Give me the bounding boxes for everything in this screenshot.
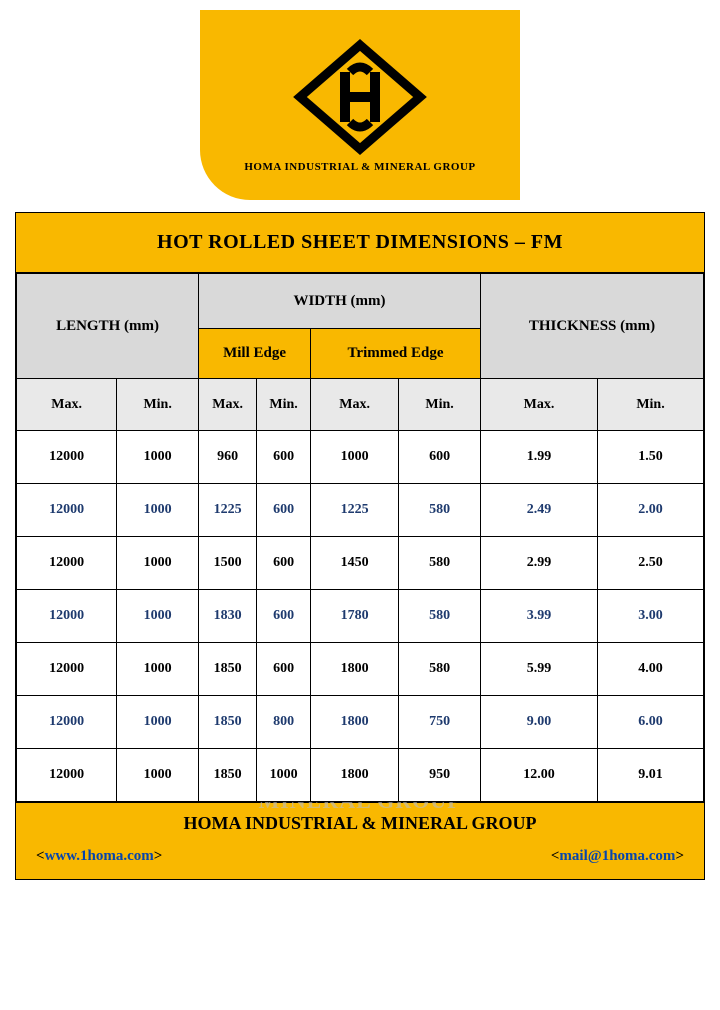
cell-mill_min: 600 <box>257 537 311 590</box>
main-container: HOT ROLLED SHEET DIMENSIONS – FM HOMA IN… <box>15 212 705 880</box>
table-row: 120001000185060018005805.994.00 <box>17 643 704 696</box>
cell-len_min: 1000 <box>117 749 199 802</box>
cell-trim_max: 1450 <box>311 537 399 590</box>
cell-len_max: 12000 <box>17 696 117 749</box>
cell-trim_min: 600 <box>399 431 481 484</box>
cell-len_min: 1000 <box>117 537 199 590</box>
cell-len_min: 1000 <box>117 696 199 749</box>
cell-len_min: 1000 <box>117 484 199 537</box>
cell-mill_max: 1225 <box>199 484 257 537</box>
cell-trim_min: 580 <box>399 590 481 643</box>
header-width: WIDTH (mm) <box>199 274 481 329</box>
company-logo-icon <box>290 37 430 157</box>
cell-trim_max: 1225 <box>311 484 399 537</box>
cell-mill_max: 960 <box>199 431 257 484</box>
cell-mill_min: 600 <box>257 590 311 643</box>
footer-email[interactable]: <mail@1homa.com> <box>551 848 684 865</box>
cell-th_min: 9.01 <box>598 749 704 802</box>
cell-th_max: 3.99 <box>480 590 597 643</box>
header-min: Min. <box>117 379 199 431</box>
table-row: 12000100018501000180095012.009.01 <box>17 749 704 802</box>
cell-len_max: 12000 <box>17 643 117 696</box>
header-max: Max. <box>480 379 597 431</box>
table-row: 120001000183060017805803.993.00 <box>17 590 704 643</box>
cell-trim_min: 750 <box>399 696 481 749</box>
table-title: HOT ROLLED SHEET DIMENSIONS – FM <box>16 213 704 273</box>
cell-mill_min: 800 <box>257 696 311 749</box>
cell-len_min: 1000 <box>117 643 199 696</box>
cell-trim_max: 1780 <box>311 590 399 643</box>
cell-trim_max: 1800 <box>311 696 399 749</box>
cell-mill_max: 1500 <box>199 537 257 590</box>
cell-th_max: 2.49 <box>480 484 597 537</box>
header-min: Min. <box>399 379 481 431</box>
cell-trim_max: 1800 <box>311 643 399 696</box>
table-row: 12000100096060010006001.991.50 <box>17 431 704 484</box>
cell-th_max: 12.00 <box>480 749 597 802</box>
cell-th_min: 1.50 <box>598 431 704 484</box>
header-thickness: THICKNESS (mm) <box>480 274 703 379</box>
header-max: Max. <box>199 379 257 431</box>
cell-len_max: 12000 <box>17 431 117 484</box>
table-body: 12000100096060010006001.991.501200010001… <box>17 431 704 802</box>
header-min: Min. <box>257 379 311 431</box>
header-mill-edge: Mill Edge <box>199 329 311 379</box>
cell-mill_max: 1850 <box>199 696 257 749</box>
header-max: Max. <box>311 379 399 431</box>
cell-th_min: 2.50 <box>598 537 704 590</box>
cell-th_min: 2.00 <box>598 484 704 537</box>
cell-th_max: 9.00 <box>480 696 597 749</box>
cell-th_max: 2.99 <box>480 537 597 590</box>
header-trimmed-edge: Trimmed Edge <box>311 329 481 379</box>
cell-mill_min: 600 <box>257 643 311 696</box>
cell-trim_min: 580 <box>399 643 481 696</box>
header-length: LENGTH (mm) <box>17 274 199 379</box>
cell-len_max: 12000 <box>17 749 117 802</box>
cell-len_max: 12000 <box>17 590 117 643</box>
header-max: Max. <box>17 379 117 431</box>
footer-website[interactable]: <www.1homa.com> <box>36 848 162 865</box>
table-row: 120001000122560012255802.492.00 <box>17 484 704 537</box>
cell-th_min: 4.00 <box>598 643 704 696</box>
dimensions-table: LENGTH (mm) WIDTH (mm) THICKNESS (mm) Mi… <box>16 273 704 802</box>
footer: HOMA INDUSTRIAL & MINERAL GROUP <www.1ho… <box>16 802 704 879</box>
logo-block: HOMA INDUSTRIAL & MINERAL GROUP <box>200 10 520 200</box>
cell-mill_min: 1000 <box>257 749 311 802</box>
cell-trim_max: 1800 <box>311 749 399 802</box>
cell-mill_max: 1850 <box>199 643 257 696</box>
table-row: 120001000185080018007509.006.00 <box>17 696 704 749</box>
cell-th_max: 1.99 <box>480 431 597 484</box>
cell-len_min: 1000 <box>117 431 199 484</box>
cell-th_min: 3.00 <box>598 590 704 643</box>
cell-mill_max: 1850 <box>199 749 257 802</box>
table-row: 120001000150060014505802.992.50 <box>17 537 704 590</box>
footer-company: HOMA INDUSTRIAL & MINERAL GROUP <box>36 813 684 834</box>
cell-len_min: 1000 <box>117 590 199 643</box>
cell-trim_min: 580 <box>399 484 481 537</box>
header-min: Min. <box>598 379 704 431</box>
cell-mill_min: 600 <box>257 431 311 484</box>
cell-trim_min: 950 <box>399 749 481 802</box>
cell-th_min: 6.00 <box>598 696 704 749</box>
cell-trim_min: 580 <box>399 537 481 590</box>
cell-mill_min: 600 <box>257 484 311 537</box>
cell-th_max: 5.99 <box>480 643 597 696</box>
cell-len_max: 12000 <box>17 484 117 537</box>
logo-caption: HOMA INDUSTRIAL & MINERAL GROUP <box>244 161 475 173</box>
cell-trim_max: 1000 <box>311 431 399 484</box>
cell-len_max: 12000 <box>17 537 117 590</box>
cell-mill_max: 1830 <box>199 590 257 643</box>
